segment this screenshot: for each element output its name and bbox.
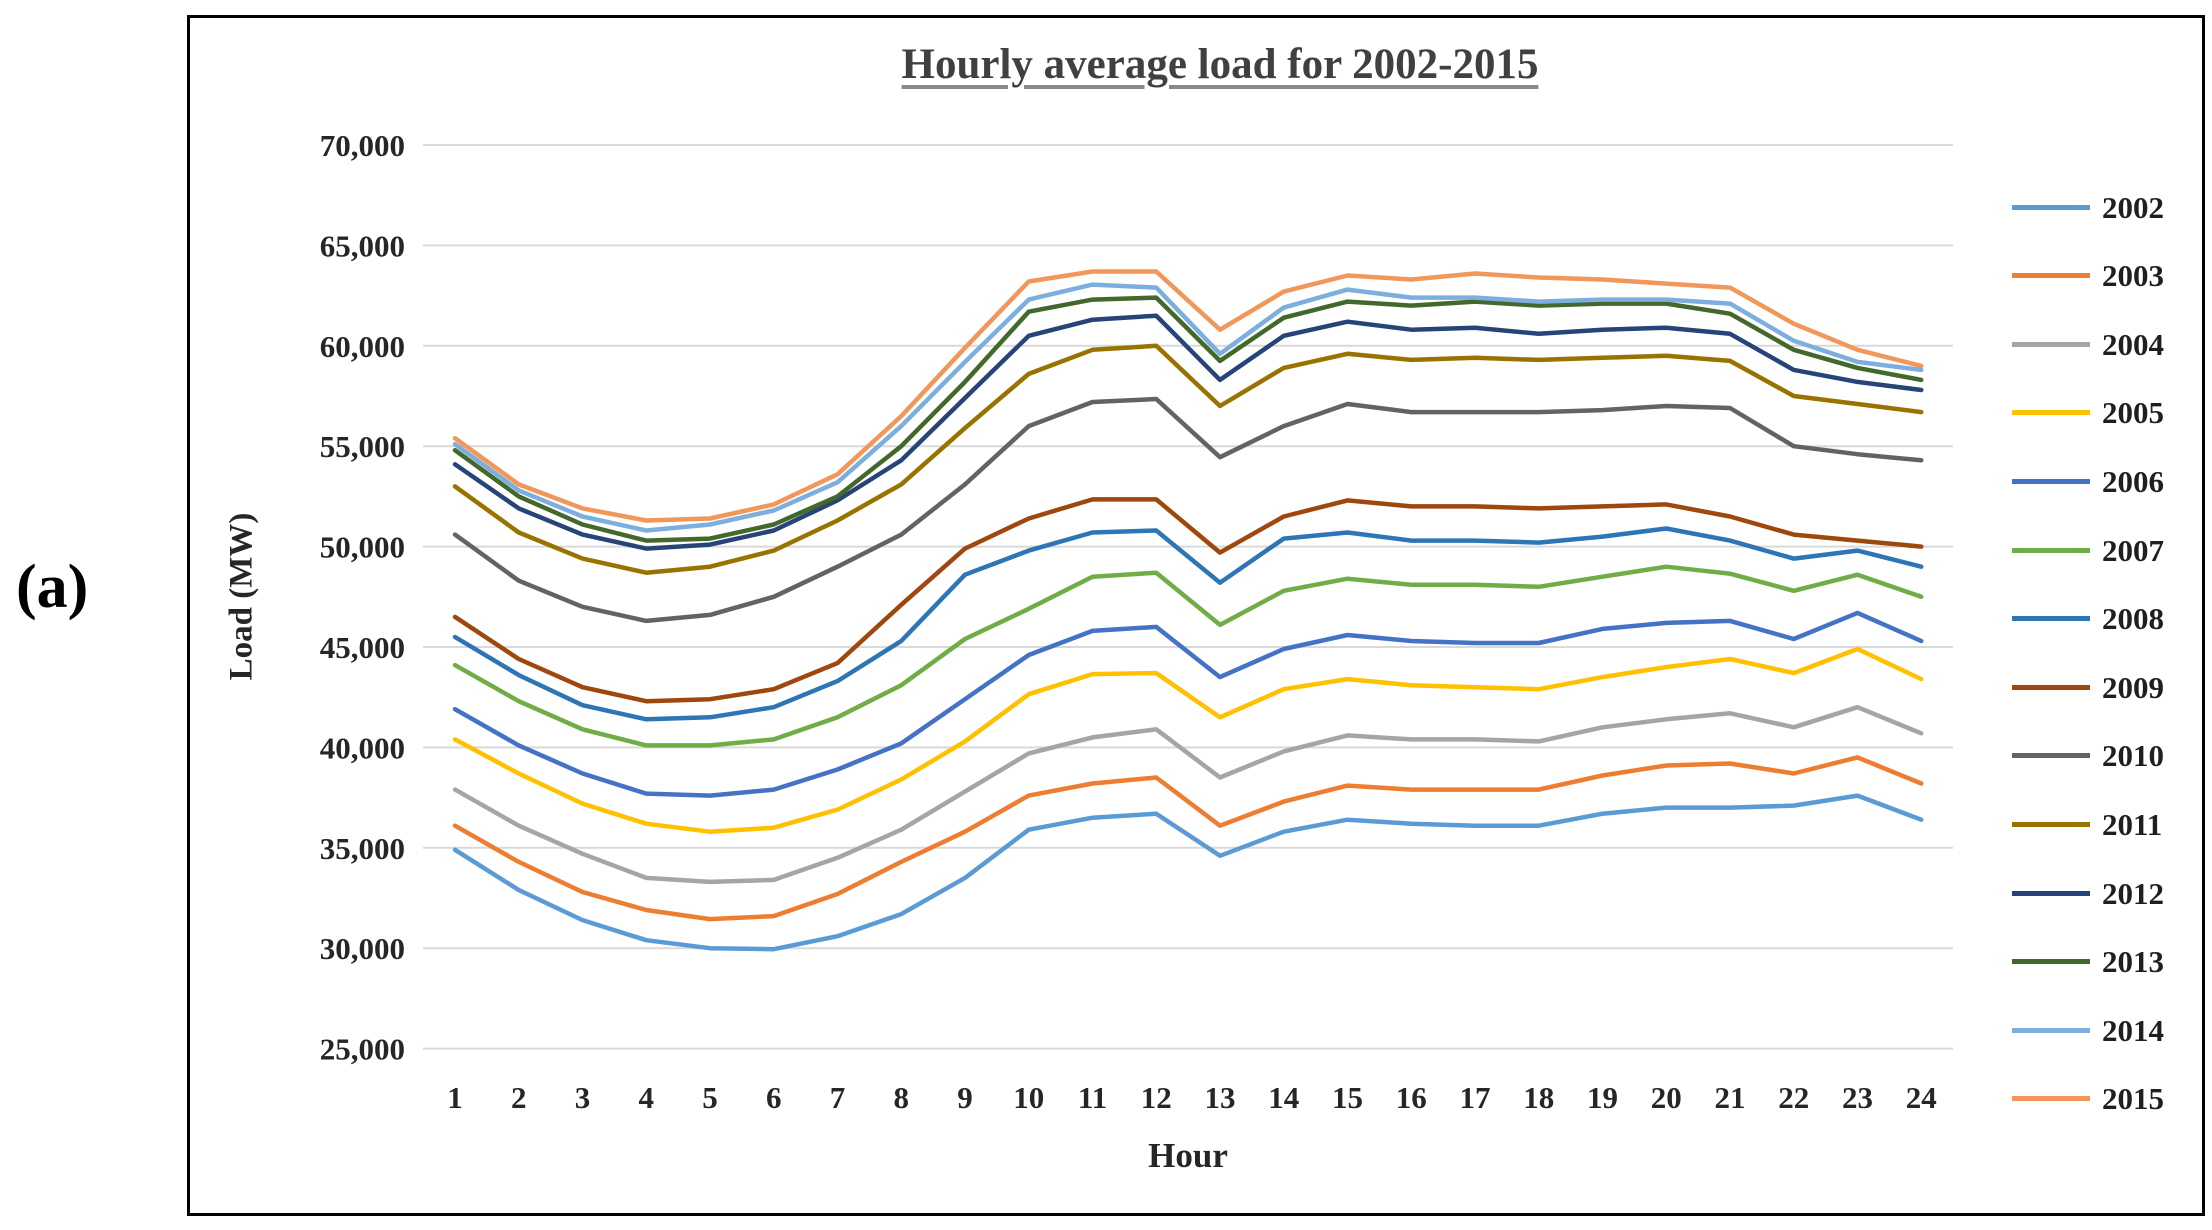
chart-title: Hourly average load for 2002-2015: [901, 41, 1539, 88]
legend-item-2011: 2011: [2012, 804, 2162, 844]
y-tick-label: 35,000: [320, 831, 405, 866]
x-tick-label: 10: [1013, 1080, 1044, 1115]
y-tick-label: 30,000: [320, 931, 405, 966]
legend-label: 2006: [2102, 463, 2164, 499]
series-line-2008: [452, 526, 1924, 722]
series-line-2006: [452, 610, 1924, 798]
y-tick-label: 50,000: [320, 530, 405, 565]
legend-item-2006: 2006: [2012, 461, 2164, 501]
x-tick-label: 23: [1842, 1080, 1873, 1115]
x-tick-label: 1: [447, 1080, 463, 1115]
x-tick-label: 6: [766, 1080, 782, 1115]
legend-label: 2010: [2102, 738, 2164, 774]
legend-swatch-2004: [2012, 341, 2090, 347]
legend-item-2014: 2014: [2012, 1010, 2164, 1050]
y-tick-label: 25,000: [320, 1032, 405, 1067]
legend-label: 2011: [2102, 806, 2163, 842]
x-tick-label: 17: [1460, 1080, 1491, 1115]
legend-swatch-2002: [2012, 204, 2090, 210]
legend-swatch-2014: [2012, 1027, 2090, 1033]
y-tick-label: 70,000: [320, 128, 405, 163]
legend-label: 2014: [2102, 1012, 2164, 1048]
legend-item-2005: 2005: [2012, 393, 2164, 433]
legend-swatch-2005: [2012, 410, 2090, 416]
series-line-2015: [452, 269, 1924, 523]
series-line-2005: [452, 646, 1924, 834]
legend-label: 2007: [2102, 532, 2164, 568]
legend-item-2003: 2003: [2012, 256, 2164, 296]
legend-item-2007: 2007: [2012, 530, 2164, 570]
x-tick-label: 20: [1651, 1080, 1682, 1115]
legend-label: 2013: [2102, 944, 2164, 980]
x-tick-label: 15: [1332, 1080, 1363, 1115]
legend-item-2009: 2009: [2012, 667, 2164, 707]
series-line-2014: [452, 282, 1924, 533]
series-line-2012: [452, 313, 1924, 551]
legend-item-2010: 2010: [2012, 736, 2164, 776]
legend-swatch-2015: [2012, 1096, 2090, 1102]
legend-swatch-2007: [2012, 547, 2090, 553]
series-line-2003: [452, 755, 1924, 922]
legend-swatch-2013: [2012, 959, 2090, 965]
series-line-2007: [452, 564, 1924, 748]
y-tick-label: 55,000: [320, 429, 405, 464]
legend-swatch-2012: [2012, 890, 2090, 896]
series-line-2010: [452, 396, 1924, 624]
legend-label: 2005: [2102, 395, 2164, 431]
legend-swatch-2003: [2012, 273, 2090, 279]
figure-panel-label: (a): [16, 553, 89, 621]
x-tick-label: 18: [1523, 1080, 1554, 1115]
legend-swatch-2008: [2012, 616, 2090, 622]
x-tick-label: 12: [1141, 1080, 1172, 1115]
legend-label: 2012: [2102, 875, 2164, 911]
x-tick-label: 4: [639, 1080, 655, 1115]
legend-swatch-2011: [2012, 821, 2090, 827]
y-axis-label: Load (MW): [223, 512, 260, 681]
series-line-2013: [452, 295, 1924, 543]
legend-item-2013: 2013: [2012, 942, 2164, 982]
x-tick-label: 9: [957, 1080, 973, 1115]
x-tick-label: 14: [1268, 1080, 1299, 1115]
legend-label: 2015: [2102, 1081, 2164, 1117]
legend-label: 2008: [2102, 601, 2164, 637]
series-line-2011: [452, 343, 1924, 575]
x-tick-label: 24: [1906, 1080, 1937, 1115]
line-chart: 70,000 65,000 60,000 55,000 50,000 45,000 40,0…: [320, 128, 1953, 1115]
x-tick-label: 19: [1587, 1080, 1618, 1115]
legend-item-2004: 2004: [2012, 324, 2164, 364]
x-axis-label: Hour: [1148, 1136, 1228, 1175]
x-tick-label: 11: [1078, 1080, 1107, 1115]
y-tick-label: 65,000: [320, 228, 405, 263]
x-tick-label: 8: [894, 1080, 910, 1115]
series-line-2002: [452, 793, 1924, 952]
y-tick-label: 40,000: [320, 730, 405, 765]
series-line-2004: [452, 704, 1924, 885]
legend-label: 2002: [2102, 189, 2164, 225]
legend-label: 2009: [2102, 669, 2164, 705]
y-tick-label: 60,000: [320, 329, 405, 364]
legend-item-2015: 2015: [2012, 1079, 2164, 1119]
series-line-2009: [452, 497, 1924, 704]
y-tick-label: 45,000: [320, 630, 405, 665]
legend-label: 2004: [2102, 326, 2164, 362]
x-tick-label: 2: [511, 1080, 527, 1115]
legend-item-2012: 2012: [2012, 873, 2164, 913]
x-tick-label: 21: [1715, 1080, 1746, 1115]
legend-item-2008: 2008: [2012, 599, 2164, 639]
legend-swatch-2010: [2012, 753, 2090, 759]
x-tick-label: 13: [1205, 1080, 1236, 1115]
x-tick-label: 7: [830, 1080, 846, 1115]
legend-item-2002: 2002: [2012, 187, 2164, 227]
x-tick-label: 3: [575, 1080, 591, 1115]
legend-swatch-2006: [2012, 478, 2090, 484]
chart-frame: Hourly average load for 2002-2015 70,000…: [187, 15, 2205, 1216]
x-tick-label: 16: [1396, 1080, 1427, 1115]
x-tick-label: 22: [1778, 1080, 1809, 1115]
legend-swatch-2009: [2012, 684, 2090, 690]
x-tick-label: 5: [702, 1080, 718, 1115]
legend-label: 2003: [2102, 258, 2164, 294]
